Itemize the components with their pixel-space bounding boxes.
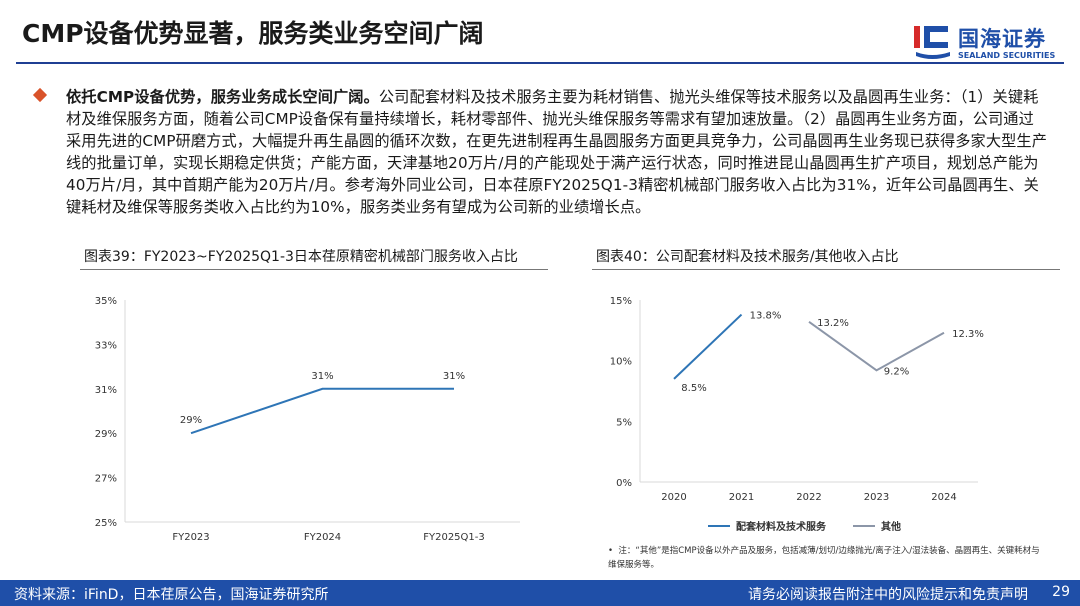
- figure39-title: 图表39：FY2023~FY2025Q1-3日本荏原精密机械部门服务收入占比: [84, 249, 518, 265]
- data-label: 13.2%: [817, 318, 849, 329]
- x-tick-label: 2020: [661, 492, 686, 503]
- title-divider: [16, 62, 1064, 64]
- y-tick-label: 25%: [95, 518, 117, 529]
- data-label: 31%: [443, 371, 465, 382]
- y-tick-label: 0%: [616, 478, 632, 489]
- x-tick-label: FY2023: [172, 532, 209, 543]
- x-tick-label: 2021: [729, 492, 754, 503]
- chart-fig39: 25% 27% 29% 31% 33% 35% FY2023 FY2024 FY2025Q1-3…: [95, 296, 520, 543]
- y-tick-label: 29%: [95, 429, 117, 440]
- data-label: 13.8%: [750, 311, 782, 322]
- data-label: 12.3%: [952, 329, 984, 340]
- note-bullet: •: [608, 546, 614, 556]
- series-line-0: [673, 313, 743, 380]
- logo-cn-text: 国海证券: [958, 27, 1046, 51]
- y-tick-label: 27%: [95, 474, 117, 485]
- chart-fig40: 0% 5% 10% 15% 2020 2021 2022 2023 2024 8.5% 13.8% 1…: [610, 296, 984, 533]
- x-tick-label: FY2025Q1-3: [423, 532, 485, 543]
- data-label: 9.2%: [884, 366, 909, 377]
- logo-mark-icon: [914, 26, 950, 59]
- x-tick-label: FY2024: [304, 532, 341, 543]
- footer-source: 资料来源：iFinD，日本荏原公告，国海证券研究所: [14, 587, 329, 603]
- slide-header: CMP设备优势显著，服务类业务空间广阔 国海证券 SEALAND SECURIT…: [0, 0, 1080, 70]
- series-line-0: [190, 387, 454, 435]
- logo-en-text: SEALAND SECURITIES: [958, 51, 1056, 60]
- figure40-title: 图表40：公司配套材料及技术服务/其他收入占比: [596, 249, 899, 265]
- series-line-1: [808, 321, 945, 372]
- legend-label: 其他: [881, 520, 901, 533]
- footer-bar: 资料来源：iFinD，日本荏原公告，国海证券研究所 请务必阅读报告附注中的风险提…: [0, 580, 1080, 606]
- page-number: 29: [1052, 584, 1070, 600]
- y-tick-label: 10%: [610, 357, 632, 368]
- data-label: 31%: [311, 371, 333, 382]
- note-text: 注：“其他”是指CMP设备以外产品及服务，包括减薄/划切/边缘抛光/离子注入/湿…: [608, 546, 1040, 570]
- y-tick-label: 33%: [95, 340, 117, 351]
- legend-label: 配套材料及技术服务: [736, 520, 827, 533]
- chart-note: • 注：“其他”是指CMP设备以外产品及服务，包括减薄/划切/边缘抛光/离子注入…: [608, 544, 1048, 572]
- body-text: 公司配套材料及技术服务主要为耗材销售、抛光头维保等技术服务以及晶圆再生业务：（1…: [66, 88, 1047, 216]
- data-label: 29%: [180, 415, 202, 426]
- x-tick-label: 2023: [864, 492, 889, 503]
- x-tick-label: 2024: [931, 492, 956, 503]
- body-lead: 依托CMP设备优势，服务业务成长空间广阔。: [66, 88, 379, 106]
- figure40-rule: [592, 269, 1060, 270]
- page-title: CMP设备优势显著，服务类业务空间广阔: [22, 19, 484, 48]
- x-tick-label: 2022: [796, 492, 821, 503]
- data-label: 8.5%: [681, 383, 706, 394]
- y-tick-label: 35%: [95, 296, 117, 307]
- footer-disclaimer: 请务必阅读报告附注中的风险提示和免责声明: [748, 587, 1028, 603]
- y-tick-label: 5%: [616, 417, 632, 428]
- y-tick-label: 15%: [610, 296, 632, 307]
- figure39-rule: [80, 269, 548, 270]
- diamond-bullet-icon: [32, 87, 48, 103]
- company-logo: 国海证券 SEALAND SECURITIES: [912, 22, 1062, 62]
- y-tick-label: 31%: [95, 385, 117, 396]
- body-paragraph: 依托CMP设备优势，服务业务成长空间广阔。公司配套材料及技术服务主要为耗材销售、…: [66, 86, 1048, 218]
